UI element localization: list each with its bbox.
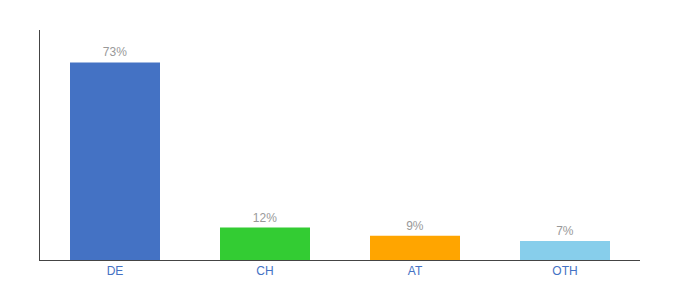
svg-text:OTH: OTH [552, 264, 577, 278]
svg-text:7%: 7% [556, 224, 574, 238]
svg-text:9%: 9% [406, 219, 424, 233]
svg-text:DE: DE [107, 264, 124, 278]
svg-text:73%: 73% [103, 45, 127, 59]
svg-text:CH: CH [256, 264, 273, 278]
svg-text:12%: 12% [253, 211, 277, 225]
svg-text:AT: AT [408, 264, 423, 278]
